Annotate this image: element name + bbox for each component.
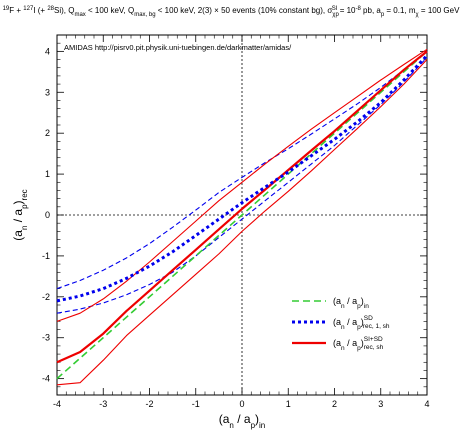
- series-line-6: [56, 59, 428, 386]
- series-line-1: [56, 54, 429, 303]
- legend: (an / ap)in (an / ap)SD rec, 1, sh (an / …: [292, 296, 390, 352]
- y-tick-label: -3: [42, 333, 50, 343]
- y-tick-label: -4: [42, 374, 50, 384]
- legend-label-sisd: (an / ap)SI+SD rec, sh: [333, 336, 384, 352]
- series-line-2: [56, 51, 428, 290]
- x-tick-label: 1: [286, 399, 291, 409]
- y-tick-label: 0: [45, 210, 50, 220]
- chart-header: 19F + 127I (+ 28Si), Qmax < 100 keV, Qma…: [3, 6, 460, 18]
- y-tick-label: -1: [42, 251, 50, 261]
- series-line-4: [56, 50, 428, 364]
- y-axis-title: (an / ap)rec: [11, 189, 29, 240]
- series-layer: [56, 48, 429, 386]
- x-tick-label: 4: [424, 399, 429, 409]
- x-tick-label: 3: [378, 399, 383, 409]
- axis-ticks: [56, 35, 428, 395]
- x-axis-title: (an / ap)in: [219, 412, 266, 430]
- series-line-3: [56, 57, 428, 314]
- y-tick-label: 2: [45, 128, 50, 138]
- x-tick-label: 0: [239, 399, 244, 409]
- x-tick-label: -4: [53, 399, 61, 409]
- y-tick-label: 3: [45, 87, 50, 97]
- x-tick-label: -3: [99, 399, 107, 409]
- series-line-5: [56, 48, 428, 322]
- legend-label-sd: (an / ap)SD rec, 1, sh: [333, 315, 390, 331]
- y-tick-label: 1: [45, 169, 50, 179]
- x-tick-label: -2: [145, 399, 153, 409]
- legend-label-input: (an / ap)in: [333, 296, 369, 310]
- tick-labels: -4 -3 -2 -1 0 1 2 3 4 -4 -3 -2 -1 0 1 2 3 4: [42, 46, 430, 409]
- y-tick-label: -2: [42, 292, 50, 302]
- amidas-annotation: AMIDAS http://pisrv0.pit.physik.uni-tueb…: [64, 43, 292, 52]
- series-line-0: [56, 50, 428, 380]
- y-tick-label: 4: [45, 46, 50, 56]
- x-tick-label: 2: [332, 399, 337, 409]
- x-tick-label: -1: [192, 399, 200, 409]
